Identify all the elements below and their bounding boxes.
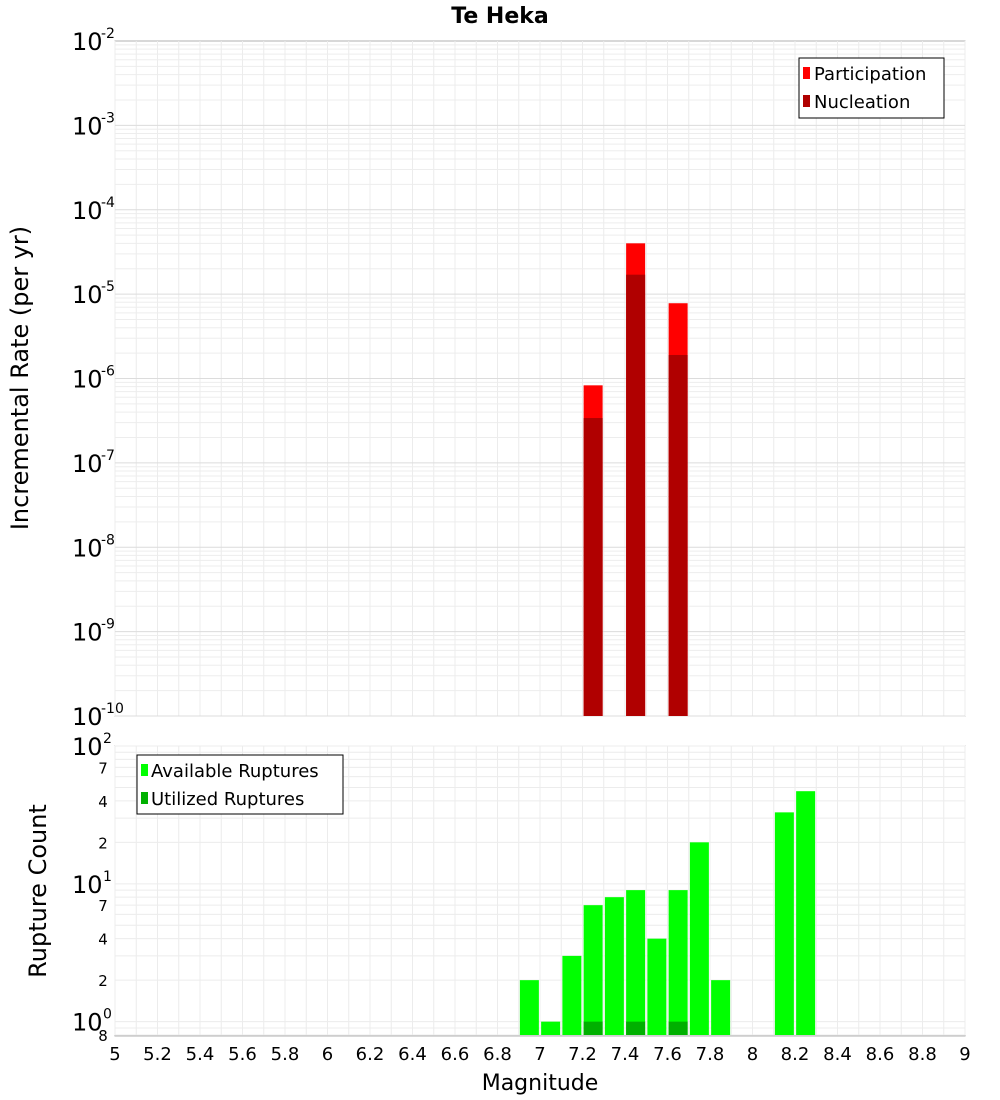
top-y-tick-label: 10: [72, 366, 103, 394]
bottom-y-tick-label: 10: [72, 733, 103, 761]
nucleation-bar: [668, 354, 688, 716]
top-y-axis-label: Incremental Rate (per yr): [6, 226, 34, 530]
utilized-ruptures-bar: [626, 1021, 646, 1035]
bottom-y-tick-exponent: 0: [103, 1007, 112, 1023]
top-y-tick-label: 10: [72, 450, 103, 478]
top-y-tick-label: 10: [72, 197, 103, 225]
x-tick-label: 6.4: [398, 1044, 427, 1065]
x-tick-label: 7.6: [653, 1044, 682, 1065]
x-tick-label: 9: [959, 1044, 970, 1065]
x-tick-label: 8.4: [823, 1044, 852, 1065]
bottom-legend: Available Ruptures Utilized Ruptures: [136, 754, 344, 815]
legend-label-participation: Participation: [814, 64, 926, 85]
available-ruptures-bar: [668, 890, 688, 1035]
top-y-tick-exponent: -6: [101, 364, 115, 380]
x-tick-label: 5.4: [186, 1044, 215, 1065]
available-ruptures-bar: [562, 955, 582, 1035]
top-y-tick-exponent: -8: [101, 532, 115, 548]
bottom-y-tick-exponent: 2: [103, 731, 112, 747]
available-ruptures-bar: [604, 897, 624, 1035]
legend-swatch-utilized-ruptures: [141, 792, 148, 804]
utilized-ruptures-bar: [668, 1021, 688, 1035]
nucleation-bar: [626, 274, 646, 716]
available-ruptures-bar: [711, 980, 731, 1035]
top-y-tick-exponent: -5: [101, 279, 115, 295]
bottom-bars: [519, 791, 816, 1035]
top-legend-box: [798, 57, 945, 119]
top-y-tick-exponent: -7: [101, 448, 115, 464]
x-tick-label: 7.2: [568, 1044, 597, 1065]
x-tick-label: 5: [109, 1044, 120, 1065]
bottom-legend-box: [136, 754, 344, 815]
utilized-ruptures-bar: [583, 1021, 603, 1035]
available-ruptures-bar: [647, 938, 667, 1035]
x-ticks: 5 5.2 5.4 5.6 5.8 6 6.2 6.4 6.6 6.8 7 7.2 7.4 7.6 7.8 8…: [109, 1044, 970, 1065]
x-tick-label: 6.8: [483, 1044, 512, 1065]
nucleation-bar: [583, 418, 603, 716]
legend-swatch-participation: [803, 67, 810, 79]
available-ruptures-bar: [796, 791, 816, 1035]
available-ruptures-bar: [774, 812, 794, 1035]
bottom-y-minor-tick-label: 7: [98, 897, 108, 915]
x-tick-label: 6: [322, 1044, 333, 1065]
top-y-tick-exponent: -4: [101, 195, 115, 211]
x-tick-label: 6.6: [441, 1044, 470, 1065]
x-tick-label: 8: [747, 1044, 758, 1065]
x-tick-label: 8.6: [866, 1044, 895, 1065]
x-tick-label: 8.2: [781, 1044, 810, 1065]
top-y-tick-exponent: -9: [101, 617, 115, 633]
legend-label-nucleation: Nucleation: [814, 92, 910, 113]
top-y-tick-label: 10: [72, 703, 103, 731]
bottom-y-minor-tick-label: 8: [98, 1027, 108, 1045]
available-ruptures-bar: [583, 905, 603, 1035]
x-tick-label: 5.8: [271, 1044, 300, 1065]
top-y-tick-label: 10: [72, 281, 103, 309]
legend-swatch-available-ruptures: [141, 764, 148, 776]
available-ruptures-bar: [519, 980, 539, 1035]
x-tick-label: 6.2: [356, 1044, 385, 1065]
top-y-tick-exponent: -2: [101, 26, 115, 42]
x-tick-label: 7.8: [696, 1044, 725, 1065]
top-y-tick-label: 10: [72, 28, 103, 56]
available-ruptures-bar: [626, 890, 646, 1035]
legend-swatch-nucleation: [803, 95, 810, 107]
top-y-tick-label: 10: [72, 619, 103, 647]
available-ruptures-bar: [689, 842, 709, 1035]
bottom-y-tick-label: 10: [72, 1009, 103, 1037]
bottom-y-tick-label: 10: [72, 871, 103, 899]
legend-label-utilized-ruptures: Utilized Ruptures: [151, 789, 304, 810]
chart-title: Te Heka: [451, 4, 548, 29]
available-ruptures-bar: [541, 1021, 561, 1035]
x-tick-label: 7: [534, 1044, 545, 1065]
top-y-tick-label: 10: [72, 534, 103, 562]
bottom-y-minor-tick-label: 2: [98, 972, 108, 990]
x-tick-label: 5.2: [143, 1044, 172, 1065]
bottom-y-minor-tick-label: 4: [98, 793, 108, 811]
bottom-y-minor-tick-label: 7: [98, 759, 108, 777]
x-tick-label: 5.6: [228, 1044, 257, 1065]
bottom-y-tick-exponent: 1: [103, 869, 112, 885]
top-y-tick-exponent: -3: [101, 110, 115, 126]
x-tick-label: 7.4: [611, 1044, 640, 1065]
bottom-y-axis-label: Rupture Count: [24, 804, 52, 978]
bottom-y-minor-tick-label: 4: [98, 931, 108, 949]
x-tick-label: 8.8: [908, 1044, 937, 1065]
top-bars: [583, 243, 688, 717]
top-grid: [114, 41, 966, 717]
top-y-tick-exponent: -10: [101, 701, 124, 717]
x-axis-label: Magnitude: [482, 1071, 599, 1096]
bottom-y-minor-tick-label: 2: [98, 834, 108, 852]
legend-label-available-ruptures: Available Ruptures: [151, 761, 319, 782]
top-legend: Participation Nucleation: [798, 57, 945, 119]
top-y-tick-label: 10: [72, 112, 103, 140]
